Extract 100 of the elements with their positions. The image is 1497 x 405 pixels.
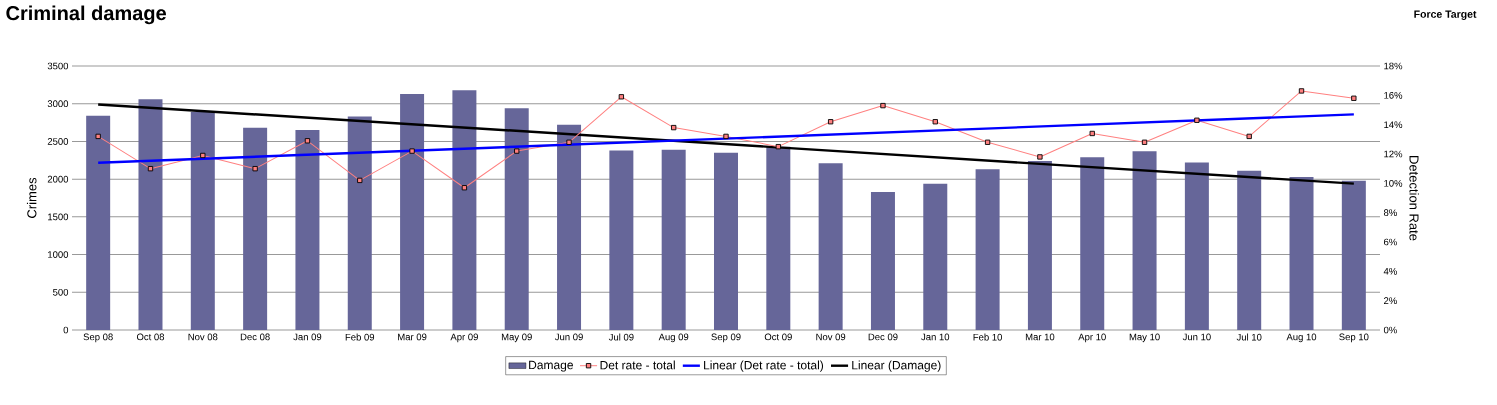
chart-title: Criminal damage <box>6 5 166 25</box>
point <box>95 133 101 140</box>
bar <box>1237 170 1262 330</box>
x-tick-label: Feb 09 <box>345 333 375 341</box>
point <box>1037 154 1043 160</box>
y2-tick-label: 14% <box>1384 121 1403 128</box>
y-axis-title: Crimes <box>26 177 37 218</box>
x-tick-label: Dec 08 <box>240 333 270 341</box>
point <box>1298 88 1305 94</box>
point <box>984 139 991 145</box>
point <box>304 138 311 144</box>
point <box>618 94 625 100</box>
point <box>147 166 154 172</box>
bar <box>818 163 843 330</box>
y-tick-label: 500 <box>53 288 69 296</box>
bar <box>975 169 1000 330</box>
x-tick-label: Mar 10 <box>1025 333 1055 341</box>
y2-tick-label: 0% <box>1383 326 1397 334</box>
bar <box>1289 176 1314 330</box>
bar <box>1341 180 1366 330</box>
bar <box>295 130 320 330</box>
x-tick-label: Nov 08 <box>188 333 218 341</box>
point <box>723 133 729 140</box>
x-tick-label: Oct 09 <box>764 333 792 341</box>
point <box>252 166 258 172</box>
point <box>827 119 834 125</box>
x-tick-label: Apr 09 <box>450 333 478 343</box>
legend-label: Linear (Det rate - total) <box>704 360 824 372</box>
point <box>880 102 886 109</box>
y-tick-label: 0 <box>63 326 69 334</box>
bar <box>766 146 791 330</box>
bar <box>714 152 738 330</box>
point <box>514 148 520 154</box>
y2-tick-label: 16% <box>1384 91 1403 99</box>
y2-tick-label: 12% <box>1384 150 1403 158</box>
legend-label: Linear (Damage) <box>852 360 941 372</box>
point <box>1194 117 1200 123</box>
text: Force Target <box>1414 10 1477 20</box>
bar <box>870 191 895 330</box>
y-tick-label: 2500 <box>47 138 69 145</box>
x-tick-label: Jun 09 <box>554 333 583 341</box>
x-tick-label: Mar 09 <box>398 333 427 341</box>
bar <box>504 108 529 330</box>
y2-tick-label: 10% <box>1384 179 1403 187</box>
bar <box>557 124 582 330</box>
point <box>461 185 468 191</box>
bar <box>661 149 686 330</box>
bar <box>923 183 948 330</box>
y2-tick-label: 2% <box>1384 297 1397 305</box>
x-tick-label: Sep 08 <box>83 333 113 343</box>
bar <box>1132 151 1157 330</box>
x-tick-label: May 10 <box>1129 333 1160 343</box>
bar <box>1080 157 1105 330</box>
y-tick-label: 1000 <box>48 251 69 258</box>
x-tick-label: Sep 10 <box>1339 333 1369 343</box>
y2-tick-label: 8% <box>1383 209 1397 217</box>
bar <box>400 93 425 330</box>
y2-tick-label: 18% <box>1384 62 1403 70</box>
x-tick-label: Feb 10 <box>973 333 1002 341</box>
x-tick-label: Aug 09 <box>658 333 689 343</box>
x-tick-label: Jul 09 <box>608 333 634 341</box>
point <box>357 177 363 184</box>
bar <box>138 99 163 330</box>
x-tick-label: May 09 <box>501 333 532 343</box>
x-tick-label: Nov 09 <box>816 333 846 341</box>
x-tick-label: Jun 10 <box>1182 333 1211 341</box>
legend-label: Damage <box>529 360 573 372</box>
y2-axis-title: Detection Rate <box>1409 156 1419 241</box>
bar <box>1184 162 1209 330</box>
x-tick-label: Oct 08 <box>136 333 165 341</box>
bar <box>347 116 372 330</box>
bar <box>190 112 215 330</box>
y2-tick-label: 6% <box>1384 238 1397 246</box>
y-tick-label: 2000 <box>47 175 69 183</box>
y-tick-label: 1500 <box>48 213 69 221</box>
y2-tick-label: 4% <box>1383 268 1397 275</box>
point <box>1141 139 1148 145</box>
point <box>671 124 677 131</box>
point <box>200 152 206 159</box>
x-tick-label: Jul 10 <box>1236 333 1262 341</box>
point <box>932 119 938 125</box>
point <box>1089 130 1095 137</box>
bar <box>609 150 634 330</box>
bar <box>86 115 111 330</box>
point <box>1351 95 1357 101</box>
legend-label: Det rate - total <box>600 360 675 370</box>
x-tick-label: Jan 10 <box>921 333 950 341</box>
y-tick-label: 3000 <box>47 100 69 108</box>
bar <box>1027 161 1052 330</box>
point <box>775 144 781 150</box>
x-tick-label: Jan 09 <box>293 333 322 341</box>
y-tick-label: 3500 <box>47 62 69 70</box>
bar <box>452 90 477 330</box>
x-tick-label: Sep 09 <box>711 333 741 343</box>
x-tick-label: Apr 10 <box>1078 333 1106 343</box>
x-tick-label: Aug 10 <box>1286 333 1317 343</box>
point <box>409 148 415 154</box>
point <box>566 139 572 145</box>
point <box>1246 133 1252 140</box>
x-tick-label: Dec 09 <box>868 333 898 341</box>
